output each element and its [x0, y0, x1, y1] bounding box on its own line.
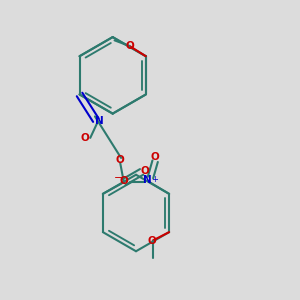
Text: N: N [95, 116, 103, 126]
Text: N: N [143, 175, 152, 185]
Text: O: O [148, 236, 156, 246]
Text: +: + [151, 175, 158, 184]
Text: O: O [120, 176, 129, 186]
Text: −: − [114, 173, 123, 184]
Text: O: O [80, 133, 89, 143]
Text: O: O [151, 152, 160, 161]
Text: O: O [125, 41, 134, 51]
Text: O: O [116, 155, 124, 165]
Text: O: O [140, 166, 149, 176]
